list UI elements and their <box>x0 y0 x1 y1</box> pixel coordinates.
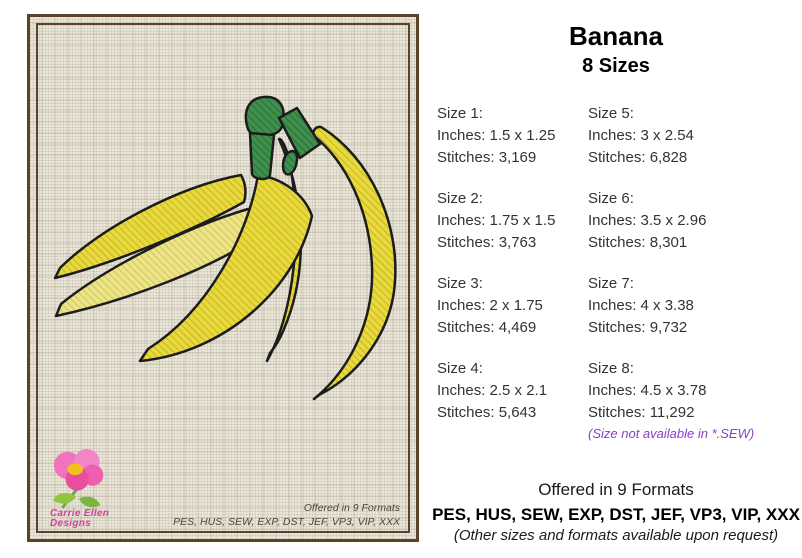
photo-caption-line2: PES, HUS, SEW, EXP, DST, JEF, VP3, VIP, … <box>173 516 400 528</box>
sizes-col-right: Size 5: Inches: 3 x 2.54 Stitches: 6,828… <box>588 103 802 463</box>
footer-request-note: (Other sizes and formats available upon … <box>453 527 779 544</box>
size-block: Size 7: Inches: 4 x 3.38 Stitches: 9,732 <box>588 273 802 339</box>
page-title: Banana <box>569 21 663 51</box>
size-block: Size 6: Inches: 3.5 x 2.96 Stitches: 8,3… <box>588 188 802 254</box>
size-inches: Inches: 1.5 x 1.25 <box>437 127 556 144</box>
size-inches: Inches: 4 x 3.38 <box>588 297 694 314</box>
banana-design-graphic <box>53 95 397 401</box>
size-stitches: Stitches: 4,469 <box>437 319 537 336</box>
details-panel: Banana 8 Sizes Size 1: Inches: 1.5 x 1.2… <box>430 0 802 558</box>
stem-small-leaf <box>281 149 299 176</box>
size-stitches: Stitches: 3,763 <box>437 234 537 251</box>
banana-front <box>138 173 314 363</box>
size-label: Size 7: <box>588 275 634 292</box>
size-block: Size 1: Inches: 1.5 x 1.25 Stitches: 3,1… <box>437 103 587 169</box>
banana-upper-left <box>53 173 247 280</box>
size-block: Size 8: Inches: 4.5 x 3.78 Stitches: 11,… <box>588 358 802 444</box>
size-label: Size 6: <box>588 190 634 207</box>
footer-formats-count: Offered in 9 Formats <box>538 480 694 499</box>
photo-caption: Offered in 9 Formats PES, HUS, SEW, EXP,… <box>173 501 400 529</box>
size-label: Size 3: <box>437 275 483 292</box>
size-stitches: Stitches: 3,169 <box>437 149 537 166</box>
size-block: Size 5: Inches: 3 x 2.54 Stitches: 6,828 <box>588 103 802 169</box>
stem-cap <box>244 95 285 137</box>
page-subtitle: 8 Sizes <box>582 55 650 77</box>
photo-caption-line1: Offered in 9 Formats <box>303 502 400 514</box>
size-stitches: Stitches: 5,643 <box>437 404 537 421</box>
size-inches: Inches: 1.75 x 1.5 <box>437 212 556 229</box>
footer-formats-list: PES, HUS, SEW, EXP, DST, JEF, VP3, VIP, … <box>432 505 800 524</box>
size-label: Size 8: <box>588 360 634 377</box>
size-label: Size 1: <box>437 105 483 122</box>
size-stitches: Stitches: 11,292 <box>588 404 695 421</box>
stem-right <box>277 106 322 160</box>
size-block: Size 3: Inches: 2 x 1.75 Stitches: 4,469 <box>437 273 587 339</box>
size-inches: Inches: 3.5 x 2.96 <box>588 212 707 229</box>
banana-right-outer <box>311 125 397 401</box>
size-stitches: Stitches: 8,301 <box>588 234 688 251</box>
size-label: Size 5: <box>588 105 634 122</box>
sizes-col-left: Size 1: Inches: 1.5 x 1.25 Stitches: 3,1… <box>437 103 587 443</box>
embroidery-photo: Carrie Ellen Designs Offered in 9 Format… <box>27 14 419 542</box>
size-stitches: Stitches: 9,732 <box>588 319 688 336</box>
size-inches: Inches: 4.5 x 3.78 <box>588 382 707 399</box>
brand-logo: Carrie Ellen Designs <box>50 448 160 529</box>
size-inches: Inches: 3 x 2.54 <box>588 127 694 144</box>
brand-name-line2: Designs <box>50 517 92 529</box>
size-inches: Inches: 2.5 x 2.1 <box>437 382 548 399</box>
size-note: (Size not available in *.SEW) <box>588 426 755 441</box>
size-inches: Inches: 2 x 1.75 <box>437 297 543 314</box>
size-label: Size 2: <box>437 190 483 207</box>
stem-left <box>248 131 276 181</box>
size-block: Size 2: Inches: 1.75 x 1.5 Stitches: 3,7… <box>437 188 587 254</box>
size-stitches: Stitches: 6,828 <box>588 149 688 166</box>
size-block: Size 4: Inches: 2.5 x 2.1 Stitches: 5,64… <box>437 358 587 424</box>
flower-icon <box>52 448 104 509</box>
formats-footer: Offered in 9 Formats PES, HUS, SEW, EXP,… <box>430 479 802 546</box>
brand-name-line1: Carrie Ellen <box>50 508 110 519</box>
size-label: Size 4: <box>437 360 483 377</box>
